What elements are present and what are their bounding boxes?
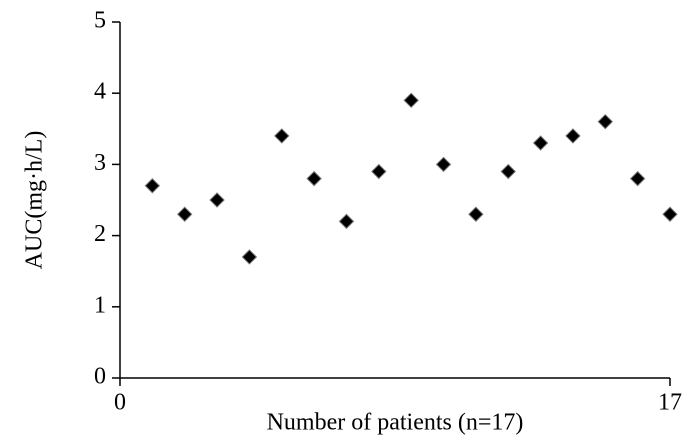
point xyxy=(662,206,678,222)
point xyxy=(468,206,484,222)
point xyxy=(403,92,419,109)
point xyxy=(274,128,290,144)
point xyxy=(144,178,161,194)
point xyxy=(435,156,452,173)
point xyxy=(597,113,614,130)
y-tick-label: 5 xyxy=(94,8,106,34)
y-tick-label: 2 xyxy=(94,221,106,247)
point xyxy=(629,170,646,187)
x-tick-label: 17 xyxy=(658,390,682,416)
y-tick-label: 0 xyxy=(94,364,106,390)
point xyxy=(338,213,355,230)
point xyxy=(371,163,387,180)
point xyxy=(241,249,258,265)
point xyxy=(500,163,516,180)
point xyxy=(306,170,322,187)
point xyxy=(176,206,193,222)
point xyxy=(532,135,549,151)
x-axis-label: Number of patients (n=17) xyxy=(267,410,524,436)
y-axis-label: AUC(mg·h/L) xyxy=(22,131,48,270)
y-tick-label: 4 xyxy=(94,79,106,105)
point xyxy=(209,192,225,208)
x-tick-label: 0 xyxy=(114,390,126,416)
y-tick-label: 1 xyxy=(94,292,106,318)
y-tick-label: 3 xyxy=(94,150,106,176)
point xyxy=(565,128,581,144)
